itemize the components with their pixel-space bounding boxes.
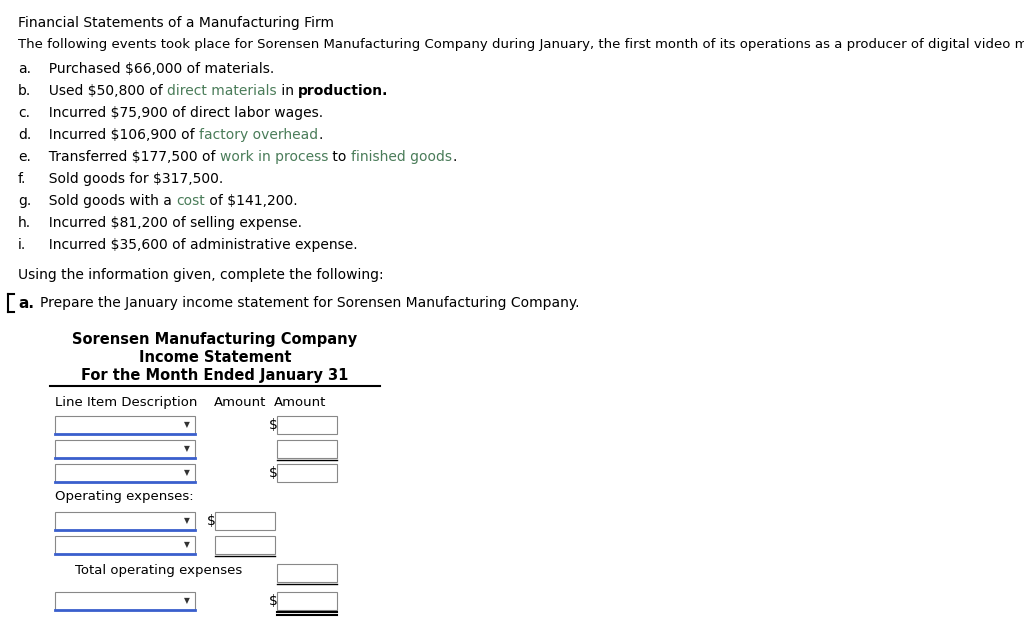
Bar [215, 536, 275, 554]
Text: $: $ [207, 514, 216, 528]
Bar [278, 416, 337, 434]
Bar [215, 512, 275, 530]
Text: e.: e. [18, 150, 31, 164]
Text: Transferred $177,500 of: Transferred $177,500 of [40, 150, 220, 164]
Text: Incurred $35,600 of administrative expense.: Incurred $35,600 of administrative expen… [40, 238, 357, 252]
Text: Amount: Amount [273, 396, 327, 409]
Text: direct materials: direct materials [167, 84, 276, 98]
Text: Incurred $81,200 of selling expense.: Incurred $81,200 of selling expense. [40, 216, 302, 230]
Text: factory overhead: factory overhead [199, 128, 318, 142]
Bar [55, 440, 195, 458]
Text: ▼: ▼ [184, 516, 189, 525]
Text: finished goods: finished goods [351, 150, 452, 164]
Text: ▼: ▼ [184, 421, 189, 430]
Bar [55, 592, 195, 610]
Text: Amount: Amount [214, 396, 266, 409]
Text: a.: a. [18, 296, 34, 311]
Text: a.: a. [18, 62, 31, 76]
Text: Prepare the January income statement for Sorensen Manufacturing Company.: Prepare the January income statement for… [40, 296, 580, 310]
Text: Sold goods with a: Sold goods with a [40, 194, 176, 208]
Bar [278, 592, 337, 610]
Text: The following events took place for Sorensen Manufacturing Company during Januar: The following events took place for Sore… [18, 38, 1024, 51]
Text: f.: f. [18, 172, 27, 186]
Bar [278, 464, 337, 482]
Text: h.: h. [18, 216, 31, 230]
Text: Total operating expenses: Total operating expenses [75, 564, 243, 577]
Text: ▼: ▼ [184, 540, 189, 550]
Text: work in process: work in process [220, 150, 329, 164]
Text: Income Statement: Income Statement [138, 350, 291, 365]
Text: ▼: ▼ [184, 596, 189, 606]
Text: Sorensen Manufacturing Company: Sorensen Manufacturing Company [73, 332, 357, 347]
Bar [55, 536, 195, 554]
Text: Sold goods for $317,500.: Sold goods for $317,500. [40, 172, 223, 186]
Text: Purchased $66,000 of materials.: Purchased $66,000 of materials. [40, 62, 274, 76]
Text: in: in [276, 84, 298, 98]
Text: Financial Statements of a Manufacturing Firm: Financial Statements of a Manufacturing … [18, 16, 334, 30]
Text: Using the information given, complete the following:: Using the information given, complete th… [18, 268, 384, 282]
Text: production.: production. [298, 84, 388, 98]
Bar [55, 464, 195, 482]
Bar [55, 416, 195, 434]
Bar [278, 564, 337, 582]
Text: cost: cost [176, 194, 205, 208]
Text: i.: i. [18, 238, 27, 252]
Text: $: $ [269, 594, 278, 608]
Text: to: to [329, 150, 351, 164]
Text: of $141,200.: of $141,200. [205, 194, 298, 208]
Text: Line Item Description: Line Item Description [55, 396, 198, 409]
Text: d.: d. [18, 128, 32, 142]
Text: For the Month Ended January 31: For the Month Ended January 31 [81, 368, 349, 383]
Text: Incurred $106,900 of: Incurred $106,900 of [40, 128, 199, 142]
Bar [55, 512, 195, 530]
Text: .: . [452, 150, 457, 164]
Bar [278, 440, 337, 458]
Text: $: $ [269, 466, 278, 480]
Text: g.: g. [18, 194, 32, 208]
Text: Incurred $75,900 of direct labor wages.: Incurred $75,900 of direct labor wages. [40, 106, 324, 120]
Text: ▼: ▼ [184, 469, 189, 477]
Text: b.: b. [18, 84, 32, 98]
Text: ▼: ▼ [184, 445, 189, 454]
Text: $: $ [269, 418, 278, 432]
Text: .: . [318, 128, 323, 142]
Text: c.: c. [18, 106, 30, 120]
Text: Operating expenses:: Operating expenses: [55, 490, 194, 503]
Text: Used $50,800 of: Used $50,800 of [40, 84, 167, 98]
